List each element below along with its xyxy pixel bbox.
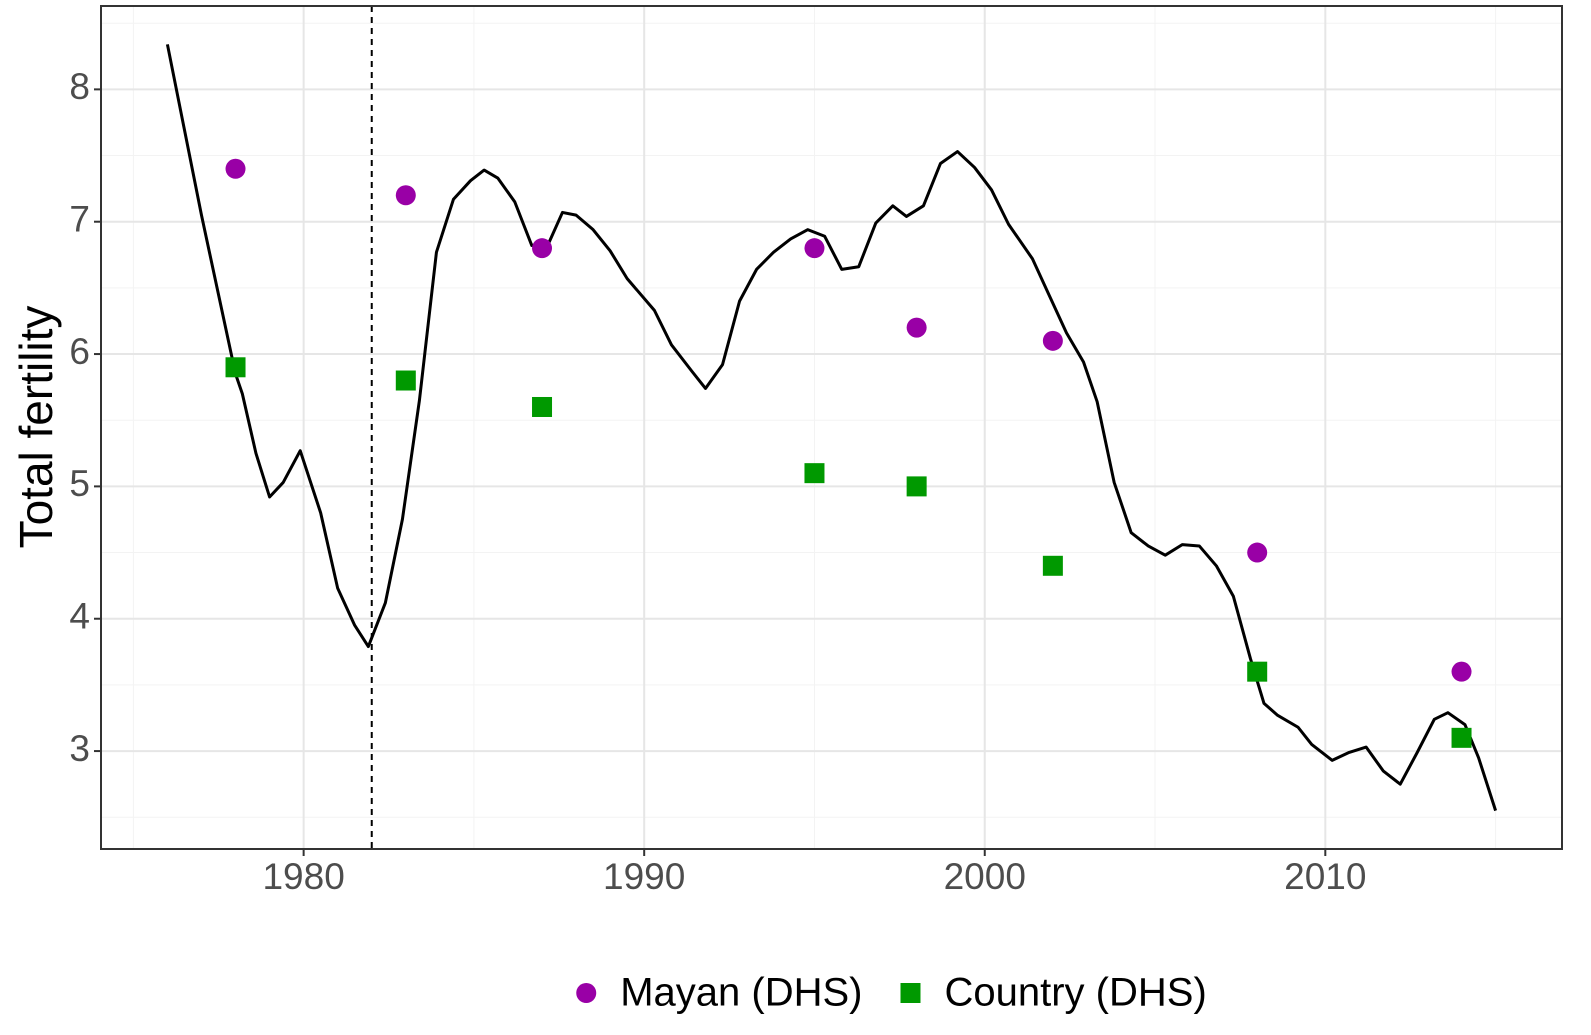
point [804,238,825,259]
x-tick-label: 2010 [1284,856,1366,897]
point [532,238,553,259]
legend-key [900,983,921,1003]
x-tick-label: 1990 [603,856,685,897]
legend-label: Mayan (DHS) [620,971,862,1015]
legend-label: Country (DHS) [945,971,1207,1015]
legend-key [576,983,597,1003]
point [1247,542,1268,563]
y-tick-label: 8 [69,66,90,107]
y-axis-title: Total fertility [10,306,62,549]
point [395,370,416,391]
y-tick-label: 6 [69,331,90,372]
point [804,463,825,484]
x-tick-label: 1980 [262,856,344,897]
y-tick-label: 5 [69,463,90,504]
point [225,357,246,378]
y-tick-label: 4 [69,596,90,637]
y-tick-label: 3 [69,728,90,769]
line [165,44,1498,812]
point [1042,330,1063,351]
point [532,396,553,417]
point [1451,727,1472,748]
point [906,317,927,338]
point [1042,555,1063,576]
point [1247,661,1268,682]
x-tick-label: 2000 [944,856,1026,897]
point [225,158,246,179]
y-tick-label: 7 [69,198,90,239]
point [906,476,927,497]
point [395,185,416,206]
point [1451,661,1472,682]
plot-border [100,5,1563,850]
